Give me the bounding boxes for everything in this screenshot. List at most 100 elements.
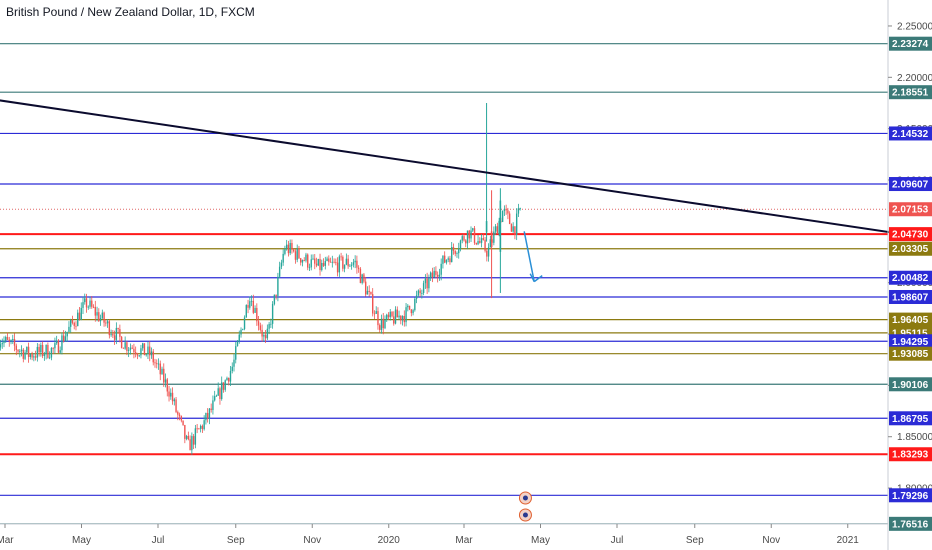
candle-body <box>301 260 304 263</box>
candle-body <box>278 266 281 277</box>
candle-body <box>414 298 416 311</box>
level-tag <box>889 516 932 531</box>
candle-body <box>127 349 130 351</box>
candle-body <box>68 326 70 332</box>
candle-body <box>94 306 96 316</box>
level-tag-label: 2.18551 <box>892 88 929 99</box>
candle-body <box>219 388 221 399</box>
projection-arrow-head-left <box>529 273 535 282</box>
candle-body <box>175 399 177 412</box>
x-tick-label: Mar <box>0 535 14 546</box>
candle-body <box>259 325 262 330</box>
candle-body <box>131 347 133 349</box>
candle-body <box>421 292 423 294</box>
candle-body <box>122 347 125 349</box>
candle-body <box>64 336 67 342</box>
candle-body <box>41 344 44 356</box>
candle-body <box>377 311 379 326</box>
candle-body <box>78 312 81 320</box>
candle-body <box>208 408 211 419</box>
last-price-tag <box>889 202 932 217</box>
candle-body <box>12 339 14 341</box>
candle-body <box>147 346 149 355</box>
candle-body <box>496 226 499 234</box>
candle-body <box>372 294 374 314</box>
level-tag <box>889 346 932 361</box>
candle-body <box>485 221 488 233</box>
candle-body <box>382 318 384 329</box>
candle-body <box>22 349 25 359</box>
level-tag-label: 2.23274 <box>892 39 929 50</box>
candle-body <box>338 256 341 273</box>
candle-body <box>245 305 247 318</box>
candle-body <box>519 208 521 209</box>
candle-body <box>271 303 274 324</box>
candle-body <box>445 259 448 263</box>
x-tick-label: Jul <box>152 535 165 546</box>
x-tick-label: Nov <box>762 535 780 546</box>
candle-body <box>315 263 318 266</box>
candle-body <box>475 242 477 245</box>
candle-body <box>240 329 242 335</box>
candle-body <box>386 314 388 320</box>
candle-body <box>150 351 153 356</box>
candle-body <box>319 259 321 271</box>
last-price-label: 2.07153 <box>892 205 929 216</box>
candle-body <box>136 354 139 356</box>
candle-body <box>205 412 207 421</box>
candle-body <box>15 345 17 350</box>
candle-body <box>143 343 146 356</box>
level-tag <box>889 334 932 349</box>
level-tag <box>889 241 932 256</box>
candle-body <box>185 435 188 439</box>
candle-body <box>87 306 89 308</box>
candle-body <box>289 243 291 254</box>
candle-body <box>343 264 346 269</box>
candle-body <box>410 309 413 314</box>
candle-body <box>215 395 218 397</box>
candle-body <box>326 258 328 262</box>
candle-body <box>171 392 174 402</box>
candle-body <box>398 315 400 318</box>
price-axis: 2.250002.200002.150002.100002.050002.000… <box>887 0 932 550</box>
candle-body <box>342 256 344 269</box>
candle-body <box>138 355 140 357</box>
candle-body <box>96 312 98 316</box>
candle-body <box>380 318 383 330</box>
candle-body <box>456 253 458 254</box>
candle-body <box>477 241 479 245</box>
candle-body <box>429 272 432 278</box>
candle-body <box>252 300 255 313</box>
candle-body <box>312 258 314 260</box>
candle-body <box>89 300 91 307</box>
level-tag <box>889 377 932 392</box>
level-tag-label: 1.94295 <box>892 337 929 348</box>
candle-body <box>101 312 104 319</box>
candle-body <box>57 340 60 353</box>
candle-body <box>489 239 492 248</box>
event-flag-icon <box>518 508 532 522</box>
candle-body <box>282 253 284 263</box>
level-tag-label: 1.76516 <box>892 519 929 530</box>
candle-body <box>256 307 258 322</box>
candle-body <box>266 328 269 339</box>
candle-body <box>199 425 202 429</box>
candle-body <box>70 319 72 327</box>
candle-body <box>285 244 288 249</box>
candle-body <box>184 425 186 439</box>
candle-body <box>436 274 439 277</box>
candle-body <box>498 220 500 234</box>
candle-body <box>115 327 118 340</box>
candle-body <box>284 248 286 254</box>
candle-body <box>201 425 204 430</box>
trendline <box>0 99 932 240</box>
candle-body <box>33 356 35 358</box>
candle-body <box>403 316 406 323</box>
candle-body <box>321 262 323 271</box>
candle-body <box>119 329 121 337</box>
candle-body <box>391 311 393 317</box>
candle-body <box>514 226 516 235</box>
x-tick-label: Sep <box>686 535 704 546</box>
level-tag-label: 2.04730 <box>892 230 929 241</box>
candle-body <box>505 208 507 211</box>
